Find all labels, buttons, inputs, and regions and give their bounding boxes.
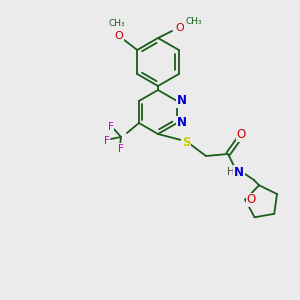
Text: O: O	[176, 23, 184, 33]
Text: F: F	[108, 122, 114, 132]
Text: N: N	[234, 166, 244, 178]
Text: CH₃: CH₃	[186, 16, 202, 26]
Text: F: F	[104, 136, 110, 146]
Text: S: S	[182, 136, 190, 148]
Text: O: O	[247, 193, 256, 206]
Text: F: F	[118, 144, 124, 154]
Text: O: O	[115, 31, 124, 41]
Text: H: H	[227, 167, 235, 177]
Text: N: N	[177, 116, 187, 130]
Text: O: O	[236, 128, 246, 142]
Text: CH₃: CH₃	[109, 20, 125, 28]
Text: N: N	[177, 94, 187, 107]
